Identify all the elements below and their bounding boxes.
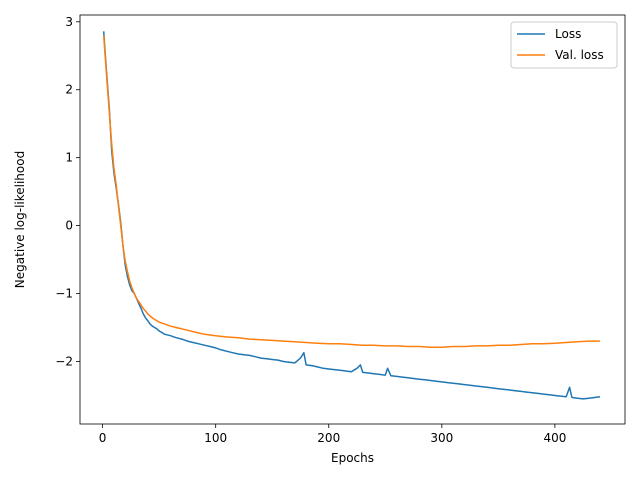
x-tick-label: 100 [204,431,227,445]
y-tick-label: 3 [65,15,73,29]
legend-label: Loss [555,27,581,41]
y-tick-label: 0 [65,219,73,233]
x-tick-label: 200 [317,431,340,445]
series-line-val-loss [102,35,601,348]
x-tick-label: 300 [430,431,453,445]
series-line-loss [102,31,601,400]
series-layer [102,31,601,400]
x-tick-label: 400 [543,431,566,445]
plot-frame [79,14,626,425]
y-tick-label: −1 [55,287,73,301]
x-axis-ticks: 0 100 200 300 400 [99,424,566,445]
y-axis-ticks: −2 −1 0 1 2 3 [55,15,80,368]
y-tick-label: 1 [65,151,73,165]
x-tick-label: 0 [99,431,107,445]
x-axis-label: Epochs [331,451,374,465]
legend-label: Val. loss [555,48,604,62]
y-tick-label: −2 [55,354,73,368]
legend: Loss Val. loss [510,21,618,69]
y-axis-label: Negative log-likelihood [13,151,27,288]
y-tick-label: 2 [65,83,73,97]
